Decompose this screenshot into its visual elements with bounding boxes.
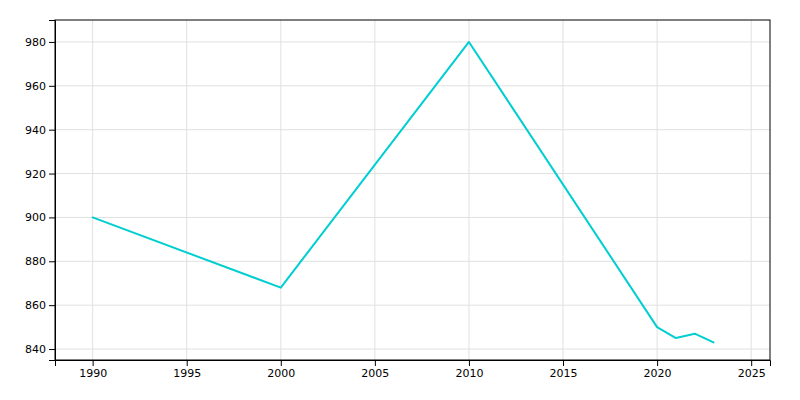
y-tick: 940 <box>25 124 55 137</box>
x-tick: 1990 <box>79 360 107 380</box>
x-grid-line <box>563 20 564 360</box>
x-tick-label: 2025 <box>738 367 766 380</box>
plot-group: 1990 1995 2000 2005 2010 2015 2020 2025 840 860 88… <box>25 20 771 380</box>
y-tick: 840 <box>25 343 55 356</box>
x-tick: 1995 <box>173 360 201 380</box>
plot-frame <box>55 20 770 360</box>
x-grid-line <box>92 20 93 360</box>
x-tick-label: 2015 <box>550 367 578 380</box>
x-grid-line <box>374 20 375 360</box>
x-tick-label: 2000 <box>267 367 295 380</box>
y-tick: 900 <box>25 211 55 224</box>
y-grid-line <box>55 217 770 218</box>
y-tick: 880 <box>25 255 55 268</box>
data-line <box>93 42 714 343</box>
x-tick-mark <box>563 360 564 366</box>
grid <box>55 20 770 360</box>
y-grid-line <box>55 85 770 86</box>
y-tick-label: 920 <box>25 168 46 181</box>
y-grid-line <box>55 173 770 174</box>
y-tick-mark <box>49 217 55 218</box>
x-grid-line <box>751 20 752 360</box>
x-tick-mark <box>657 360 658 366</box>
y-tick-mark <box>49 305 55 306</box>
y-grid-line <box>55 261 770 262</box>
y-axis-line <box>49 21 56 361</box>
y-tick: 860 <box>25 299 55 312</box>
y-tick-label: 940 <box>25 124 46 137</box>
x-tick-label: 2010 <box>455 367 483 380</box>
y-tick-mark <box>49 42 55 43</box>
x-tick: 2020 <box>644 360 672 380</box>
x-tick-label: 1990 <box>79 367 107 380</box>
y-tick-label: 900 <box>25 211 46 224</box>
y-axis: 840 860 880 900 920 940 960 980 <box>25 21 56 361</box>
y-tick-label: 960 <box>25 80 46 93</box>
y-grid-line <box>55 41 770 42</box>
x-tick: 2000 <box>267 360 295 380</box>
y-tick: 960 <box>25 80 55 93</box>
y-tick-mark <box>49 130 55 131</box>
y-tick-mark <box>49 86 55 87</box>
chart-container: 1990 1995 2000 2005 2010 2015 2020 2025 840 860 88… <box>0 0 800 400</box>
x-tick-mark <box>281 360 282 366</box>
x-tick-label: 2005 <box>361 367 389 380</box>
y-tick-mark <box>49 349 55 350</box>
chart-svg: 1990 1995 2000 2005 2010 2015 2020 2025 840 860 88… <box>0 0 800 400</box>
x-tick-mark <box>751 360 752 366</box>
y-tick-mark <box>49 261 55 262</box>
y-tick: 980 <box>25 36 55 49</box>
marks <box>93 42 714 343</box>
x-tick-mark <box>375 360 376 366</box>
x-grid-line <box>468 20 469 360</box>
y-tick-mark <box>49 174 55 175</box>
y-tick-label: 980 <box>25 36 46 49</box>
y-grid-line <box>55 349 770 350</box>
x-tick: 2025 <box>738 360 766 380</box>
x-axis: 1990 1995 2000 2005 2010 2015 2020 2025 <box>56 360 771 380</box>
y-grid-line <box>55 129 770 130</box>
x-tick: 2010 <box>455 360 483 380</box>
x-tick: 2015 <box>550 360 578 380</box>
y-tick: 920 <box>25 168 55 181</box>
x-tick-label: 1995 <box>173 367 201 380</box>
x-tick: 2005 <box>361 360 389 380</box>
y-grid-line <box>55 305 770 306</box>
y-tick-label: 860 <box>25 299 46 312</box>
x-tick-label: 2020 <box>644 367 672 380</box>
x-axis-line <box>56 361 771 367</box>
y-tick-label: 880 <box>25 255 46 268</box>
y-tick-label: 840 <box>25 343 46 356</box>
x-tick-mark <box>187 360 188 366</box>
x-tick-mark <box>93 360 94 366</box>
x-grid-line <box>657 20 658 360</box>
x-grid-line <box>280 20 281 360</box>
x-tick-mark <box>469 360 470 366</box>
x-grid-line <box>186 20 187 360</box>
